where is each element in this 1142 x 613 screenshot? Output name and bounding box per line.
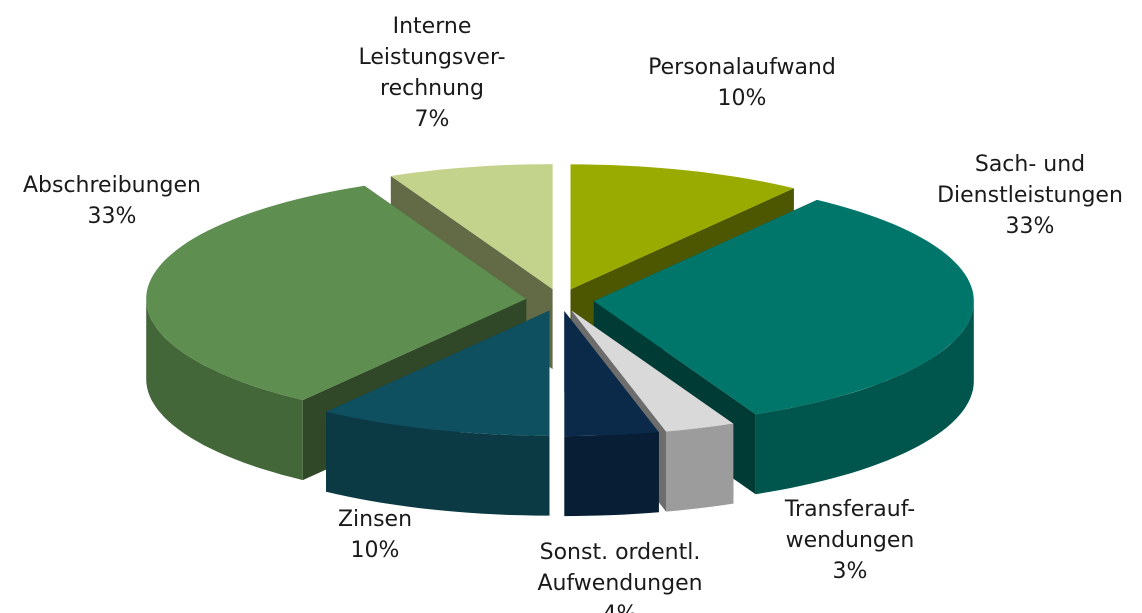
slice-label: Leistungsver- (358, 45, 505, 70)
slice-wall (326, 411, 550, 516)
slice-wall (564, 432, 659, 517)
value-label: 10% (718, 86, 767, 111)
slice-label: Dienstleistungen (937, 183, 1123, 208)
slice-wall (146, 298, 303, 481)
value-label: 7% (415, 107, 450, 132)
slice (564, 311, 659, 517)
slice-label: Personalaufwand (648, 55, 836, 80)
slice-top (146, 185, 527, 401)
slice-top (593, 199, 974, 415)
slice-label: rechnung (380, 76, 484, 101)
slice-top (326, 310, 550, 436)
slice-wall (755, 301, 974, 495)
slice-label: Aufwendungen (537, 571, 702, 596)
slice-top (564, 311, 659, 437)
slice-label: Transferauf- (784, 497, 915, 522)
slice-label: Abschreibungen (23, 173, 201, 198)
value-label: 33% (1006, 214, 1055, 239)
value-label: 33% (88, 204, 137, 229)
slice-label: Zinsen (338, 507, 412, 532)
slice (326, 310, 550, 516)
value-label: 10% (351, 538, 400, 563)
slice-label: wendungen (786, 528, 915, 553)
slice-top (570, 164, 794, 290)
slice-label: Sach- und (975, 152, 1085, 177)
value-label: 3% (833, 559, 868, 584)
slice-top (390, 164, 553, 290)
slice-label: Interne (393, 14, 472, 39)
slice-wall (666, 423, 734, 512)
value-label: 4% (603, 602, 638, 613)
slice-label: Sonst. ordentl. (540, 540, 701, 565)
slice-top (571, 310, 734, 432)
